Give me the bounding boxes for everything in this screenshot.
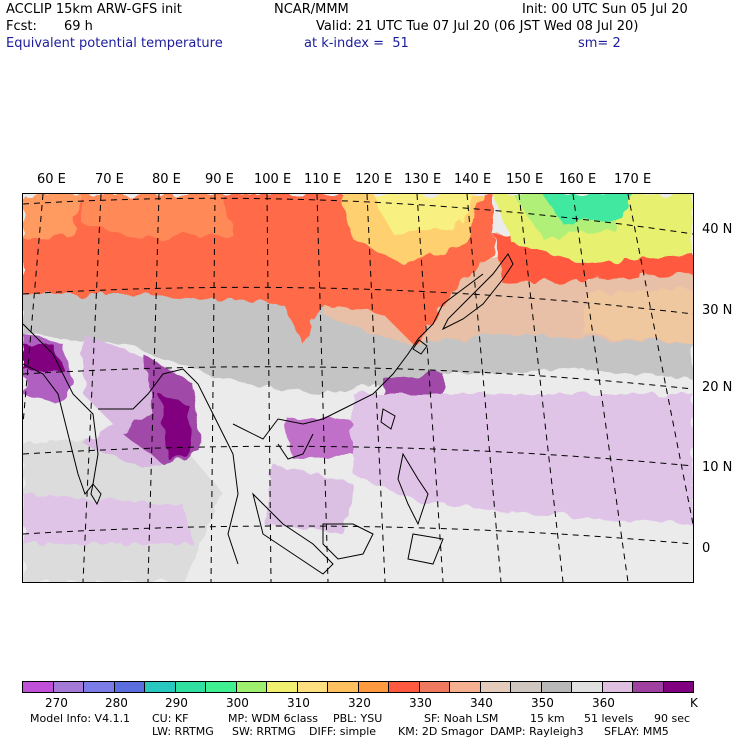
- colorbar-swatch: [23, 682, 54, 692]
- org-label: NCAR/MMM: [274, 2, 349, 17]
- colorbar-label: 360: [592, 696, 615, 710]
- lon-label: 70 E: [95, 172, 124, 187]
- colorbar-swatch: [572, 682, 603, 692]
- resolution: 15 km: [530, 712, 565, 725]
- colorbar-swatch: [663, 682, 693, 692]
- lat-label: 20 N: [702, 380, 733, 395]
- colorbar-unit: K: [690, 696, 698, 710]
- timestep: 90 sec: [654, 712, 691, 725]
- lon-label: 170 E: [614, 172, 652, 187]
- colorbar-swatch: [114, 682, 145, 692]
- colorbar-swatch: [297, 682, 328, 692]
- cu-scheme: CU: KF: [152, 712, 189, 725]
- model-title: ACCLIP 15km ARW-GFS init: [6, 2, 182, 17]
- lon-label: 90 E: [205, 172, 234, 187]
- colorbar: [22, 681, 694, 693]
- lat-label: 30 N: [702, 303, 733, 318]
- colorbar-swatch: [541, 682, 572, 692]
- model-info: Model Info: V4.1.1: [30, 712, 131, 725]
- coastlines: [23, 253, 514, 575]
- colorbar-label: 290: [165, 696, 188, 710]
- lon-label: 140 E: [454, 172, 492, 187]
- graticule: [23, 194, 693, 582]
- lat-label: 0: [702, 541, 711, 556]
- colorbar-label: 330: [409, 696, 432, 710]
- lon-label: 120 E: [355, 172, 393, 187]
- smoothing-label: sm= 2: [578, 36, 621, 51]
- colorbar-swatch: [358, 682, 389, 692]
- colorbar-swatch: [633, 682, 664, 692]
- colorbar-label: 270: [45, 696, 68, 710]
- field-name: Equivalent potential temperature: [6, 36, 223, 51]
- colorbar-swatch: [267, 682, 298, 692]
- lon-label: 130 E: [404, 172, 442, 187]
- init-time: Init: 00 UTC Sun 05 Jul 20: [522, 2, 688, 17]
- pbl-scheme: PBL: YSU: [333, 712, 383, 725]
- sflay-scheme: SFLAY: MM5: [604, 725, 669, 738]
- colorbar-label: 310: [287, 696, 310, 710]
- colorbar-swatch: [53, 682, 84, 692]
- diff-scheme: DIFF: simple: [309, 725, 377, 738]
- colorbar-label: 350: [531, 696, 554, 710]
- levels: 51 levels: [584, 712, 634, 725]
- lon-label: 80 E: [152, 172, 181, 187]
- mp-scheme: MP: WDM 6class: [228, 712, 318, 725]
- lon-label: 60 E: [37, 172, 66, 187]
- colorbar-swatch: [602, 682, 633, 692]
- colorbar-swatch: [84, 682, 115, 692]
- colorbar-swatch: [480, 682, 511, 692]
- lat-label: 10 N: [702, 460, 733, 475]
- colorbar-swatch: [206, 682, 237, 692]
- valid-time: Valid: 21 UTC Tue 07 Jul 20 (06 JST Wed …: [316, 19, 639, 34]
- colorbar-swatch: [389, 682, 420, 692]
- lat-label: 40 N: [702, 222, 733, 237]
- level-label: at k-index = 51: [304, 36, 409, 51]
- colorbar-label: 340: [470, 696, 493, 710]
- colorbar-label: 300: [226, 696, 249, 710]
- colorbar-label: 320: [348, 696, 371, 710]
- sf-scheme: SF: Noah LSM: [424, 712, 499, 725]
- lon-label: 100 E: [254, 172, 292, 187]
- colorbar-swatch: [450, 682, 481, 692]
- theta-e-map: [22, 193, 694, 583]
- colorbar-swatch: [511, 682, 542, 692]
- colorbar-swatch: [175, 682, 206, 692]
- colorbar-swatch: [236, 682, 267, 692]
- sw-scheme: SW: RRTMG: [232, 725, 296, 738]
- lon-label: 150 E: [506, 172, 544, 187]
- colorbar-swatch: [145, 682, 176, 692]
- colorbar-label: 280: [105, 696, 128, 710]
- colorbar-swatch: [419, 682, 450, 692]
- forecast-label: Fcst:: [6, 19, 37, 34]
- damp-scheme: DAMP: Rayleigh3: [490, 725, 584, 738]
- lon-label: 110 E: [304, 172, 342, 187]
- lon-label: 160 E: [559, 172, 597, 187]
- map-graphic: [23, 194, 693, 582]
- km-scheme: KM: 2D Smagor: [398, 725, 484, 738]
- forecast-hour: 69 h: [64, 19, 93, 34]
- colorbar-swatch: [328, 682, 359, 692]
- lw-scheme: LW: RRTMG: [152, 725, 214, 738]
